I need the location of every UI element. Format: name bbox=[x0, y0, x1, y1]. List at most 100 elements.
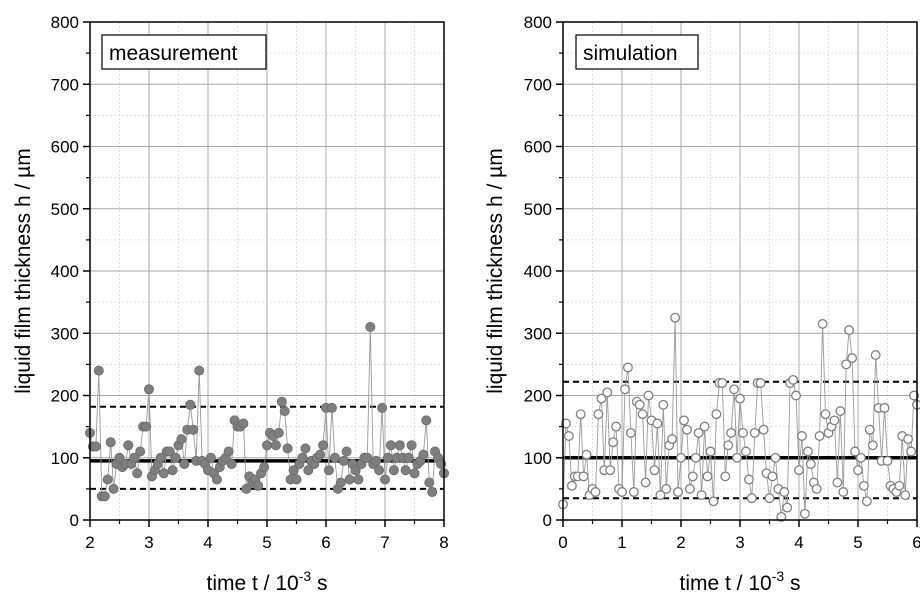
data-point bbox=[861, 496, 872, 507]
data-point bbox=[740, 446, 751, 457]
data-point bbox=[226, 458, 237, 469]
data-point bbox=[315, 449, 326, 460]
data-point bbox=[729, 384, 740, 395]
data-point bbox=[620, 384, 630, 395]
data-point bbox=[143, 384, 154, 395]
x-tick-label: 4 bbox=[203, 533, 212, 552]
x-tick-label: 0 bbox=[558, 533, 567, 552]
data-point bbox=[563, 431, 574, 441]
data-point bbox=[720, 471, 731, 482]
y-tick-label: 300 bbox=[524, 324, 552, 343]
data-point bbox=[829, 415, 840, 426]
data-point bbox=[303, 465, 314, 476]
data-point bbox=[811, 483, 822, 494]
data-point bbox=[326, 402, 337, 413]
x-tick-label: 2 bbox=[676, 533, 685, 552]
data-point bbox=[799, 508, 810, 519]
data-point bbox=[802, 446, 813, 457]
data-point bbox=[403, 452, 414, 463]
data-point bbox=[329, 452, 340, 463]
data-point bbox=[300, 443, 311, 454]
data-point bbox=[661, 483, 672, 494]
data-point bbox=[194, 365, 205, 376]
data-point bbox=[590, 487, 601, 497]
data-point bbox=[637, 409, 648, 420]
x-tick-label: 7 bbox=[380, 533, 389, 552]
data-point bbox=[864, 424, 875, 435]
data-point bbox=[743, 474, 754, 485]
data-point bbox=[652, 418, 663, 429]
data-point bbox=[288, 465, 299, 476]
data-point bbox=[602, 387, 613, 398]
data-point bbox=[814, 431, 825, 441]
data-point bbox=[578, 471, 589, 482]
data-point bbox=[717, 378, 728, 388]
x-tick-label: 8 bbox=[439, 533, 448, 552]
data-point bbox=[679, 415, 689, 426]
data-point bbox=[566, 480, 577, 491]
y-tick-label: 800 bbox=[524, 13, 552, 32]
data-point bbox=[105, 437, 116, 448]
data-point bbox=[338, 455, 349, 466]
axis-ticks: 0 1 2 3 4 5 6 0 100 200 300 400 500 600 700 800 bbox=[524, 13, 920, 552]
data-point bbox=[279, 406, 290, 417]
data-point bbox=[856, 452, 866, 463]
data-point bbox=[350, 465, 361, 476]
data-point bbox=[605, 465, 616, 476]
y-tick-label: 100 bbox=[524, 449, 552, 468]
y-tick-label: 800 bbox=[51, 13, 79, 32]
data-point bbox=[838, 487, 849, 497]
y-tick-label: 700 bbox=[51, 75, 79, 94]
data-point bbox=[409, 468, 420, 479]
data-point bbox=[782, 502, 793, 513]
data-point bbox=[820, 409, 831, 420]
data-point bbox=[832, 477, 843, 488]
data-point bbox=[608, 437, 619, 448]
data-point bbox=[129, 452, 140, 463]
data-point bbox=[817, 318, 828, 329]
data-point bbox=[382, 452, 393, 463]
y-tick-label: 0 bbox=[543, 511, 552, 530]
data-point bbox=[276, 396, 287, 407]
data-point bbox=[791, 390, 801, 401]
data-point bbox=[158, 468, 169, 479]
x-axis-label: time t / 10-3 s bbox=[207, 568, 328, 595]
data-point bbox=[102, 474, 113, 485]
data-point bbox=[776, 511, 787, 522]
data-point bbox=[738, 427, 748, 438]
data-point bbox=[261, 440, 272, 451]
data-point bbox=[561, 418, 571, 429]
data-point bbox=[427, 486, 438, 497]
data-point bbox=[297, 452, 308, 463]
chart-simulation: 0 1 2 3 4 5 6 0 100 200 300 400 500 600 700 800 simulat… bbox=[484, 13, 920, 595]
data-point bbox=[622, 362, 633, 373]
data-point bbox=[882, 455, 893, 466]
axis-ticks: 2 3 4 5 6 7 8 0 100 200 300 400 500 600 700 800 bbox=[51, 13, 449, 552]
data-point bbox=[705, 446, 716, 457]
x-axis-label-exponent: -3 bbox=[299, 568, 312, 584]
data-point bbox=[344, 474, 355, 485]
data-point bbox=[649, 465, 660, 476]
data-point bbox=[253, 480, 264, 491]
data-point bbox=[625, 427, 636, 438]
data-point bbox=[400, 465, 411, 476]
data-point bbox=[270, 440, 281, 451]
data-point bbox=[205, 452, 216, 463]
data-point bbox=[385, 440, 396, 451]
chart-measurement: 2 3 4 5 6 7 8 0 100 200 300 400 500 600 700 800 measure… bbox=[12, 13, 449, 595]
data-point bbox=[167, 465, 178, 476]
data-point bbox=[634, 399, 645, 410]
data-point bbox=[690, 452, 701, 463]
data-point bbox=[847, 353, 858, 364]
data-point bbox=[711, 409, 722, 420]
data-point bbox=[335, 477, 346, 488]
data-point bbox=[259, 462, 270, 473]
data-point bbox=[723, 440, 734, 451]
data-point bbox=[341, 446, 352, 457]
data-point bbox=[903, 434, 914, 445]
x-tick-label: 6 bbox=[321, 533, 330, 552]
data-point bbox=[797, 431, 807, 441]
data-point bbox=[93, 365, 104, 376]
data-point bbox=[867, 440, 878, 451]
